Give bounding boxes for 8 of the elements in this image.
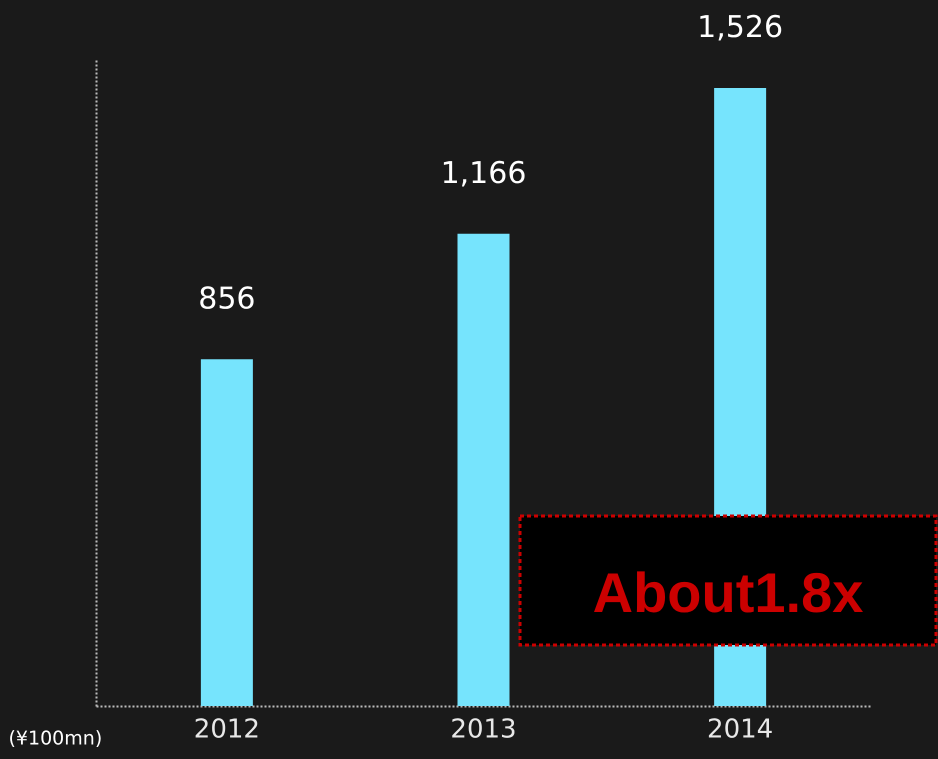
data-label: 856 [198,281,256,316]
data-label: 1,526 [697,10,784,45]
x-tick-label: 2014 [707,714,774,744]
x-tick-label: 2012 [194,714,260,744]
data-label: 1,166 [440,156,526,191]
x-tick-label: 2013 [450,714,517,744]
annotation: About1.8x [592,561,864,624]
y-axis-title: (¥100mn) [8,728,102,750]
